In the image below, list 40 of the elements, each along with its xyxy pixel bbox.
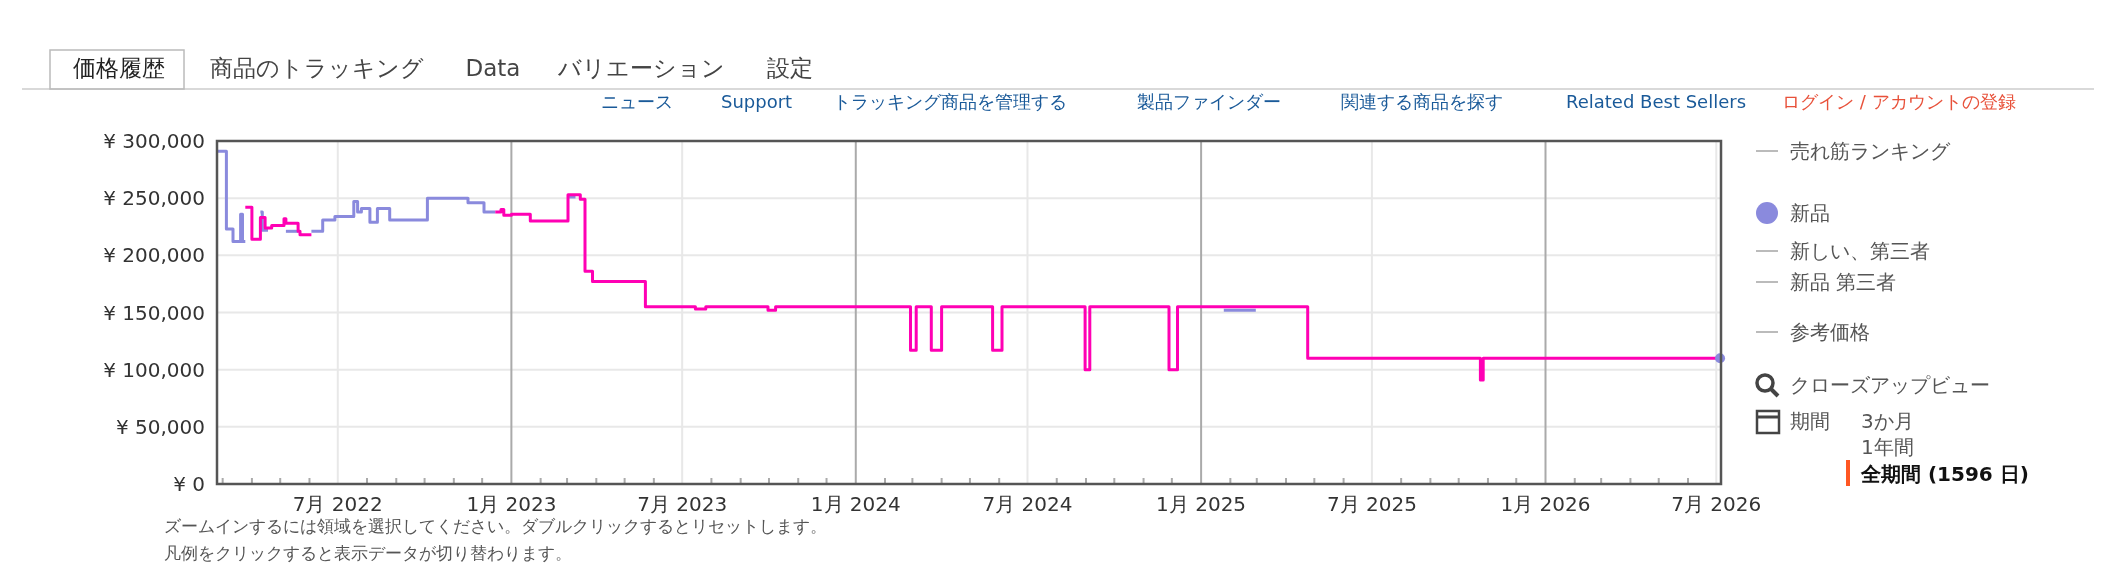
text: 新しい、第三者 bbox=[1790, 239, 1930, 263]
y-tick-label: ¥ 250,000 bbox=[103, 186, 205, 211]
text: 売れ筋ランキング bbox=[1790, 139, 1951, 163]
x-tick-label: 1月 2026 bbox=[1500, 492, 1591, 516]
text: 凡例をクリックすると表示データが切り替わります。 bbox=[164, 543, 572, 563]
x-tick-label: 7月 2025 bbox=[1326, 492, 1417, 516]
text: トラッキング商品を管理する bbox=[833, 91, 1067, 112]
text: バリエーション bbox=[556, 55, 725, 81]
text: 関連する商品を探す bbox=[1341, 91, 1503, 112]
y-tick-label: ¥ 200,000 bbox=[103, 243, 205, 268]
y-tick-label: ¥ 100,000 bbox=[103, 357, 205, 382]
text: 製品ファインダー bbox=[1137, 91, 1281, 112]
y-tick-label: ¥ 0 bbox=[173, 472, 205, 496]
text: 新品 第三者 bbox=[1790, 270, 1897, 294]
text: Support bbox=[721, 91, 793, 112]
text: ニュース bbox=[601, 91, 673, 112]
text: ログイン / アカウントの登録 bbox=[1782, 91, 2016, 112]
text: ズームインするには領域を選択してください。ダブルクリックするとリセットします。 bbox=[164, 516, 827, 536]
x-tick-label: 1月 2023 bbox=[466, 492, 557, 516]
text: 設定 bbox=[767, 55, 813, 81]
text: 価格履歴 bbox=[73, 55, 165, 81]
text: 1年間 bbox=[1861, 435, 1914, 459]
x-tick-label: 7月 2026 bbox=[1671, 492, 1762, 516]
x-tick-label: 1月 2025 bbox=[1156, 492, 1247, 516]
y-tick-label: ¥ 300,000 bbox=[103, 129, 205, 153]
legend-label: 新品 bbox=[1790, 201, 1830, 225]
y-tick-label: ¥ 150,000 bbox=[103, 300, 205, 325]
text: Data bbox=[465, 55, 521, 81]
x-tick-label: 7月 2022 bbox=[292, 492, 383, 516]
x-tick-label: 1月 2024 bbox=[810, 492, 901, 516]
text: 商品のトラッキング bbox=[210, 55, 424, 81]
text: 参考価格 bbox=[1790, 320, 1870, 344]
text: クローズアップビュー bbox=[1790, 373, 1990, 397]
text: Related Best Sellers bbox=[1566, 91, 1747, 112]
x-tick-label: 7月 2024 bbox=[982, 492, 1073, 516]
text: 全期間 (1596 日) bbox=[1860, 462, 2029, 486]
x-tick-label: 7月 2023 bbox=[637, 492, 728, 516]
text: 3か月 bbox=[1861, 409, 1914, 433]
text: 期間 bbox=[1790, 409, 1830, 433]
y-tick-label: ¥ 50,000 bbox=[115, 414, 205, 439]
